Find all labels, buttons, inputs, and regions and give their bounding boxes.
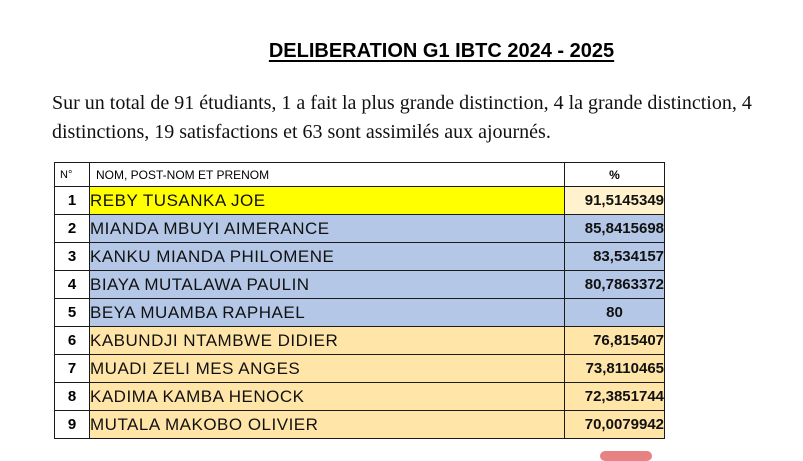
row-number: 8 bbox=[54, 382, 90, 411]
student-percentage: 91,5145349 bbox=[564, 186, 665, 215]
table-row: 9 MUTALA MAKOBO OLIVIER 70,0079942 bbox=[54, 410, 665, 439]
student-name: KADIMA KAMBA HENOCK bbox=[89, 382, 565, 411]
student-percentage: 80 bbox=[564, 298, 665, 327]
student-name: KANKU MIANDA PHILOMENE bbox=[89, 242, 565, 271]
row-number: 6 bbox=[54, 326, 90, 355]
document-title-text: DELIBERATION G1 IBTC 2024 - 2025 bbox=[268, 40, 615, 62]
document-title: DELIBERATION G1 IBTC 2024 - 2025 bbox=[0, 40, 803, 63]
student-name: BIAYA MUTALAWA PAULIN bbox=[89, 270, 565, 299]
student-percentage: 80,7863372 bbox=[564, 270, 665, 299]
table-header-row: N° NOM, POST-NOM ET PRENOM % bbox=[54, 162, 665, 187]
student-percentage: 73,8110465 bbox=[564, 354, 665, 383]
table-row: 3 KANKU MIANDA PHILOMENE 83,534157 bbox=[54, 242, 665, 271]
table-row: 5 BEYA MUAMBA RAPHAEL 80 bbox=[54, 298, 665, 327]
table-row: 8 KADIMA KAMBA HENOCK 72,3851744 bbox=[54, 382, 665, 411]
table-row: 4 BIAYA MUTALAWA PAULIN 80,7863372 bbox=[54, 270, 665, 299]
row-number: 4 bbox=[54, 270, 90, 299]
table-row: 2 MIANDA MBUYI AIMERANCE 85,8415698 bbox=[54, 214, 665, 243]
student-percentage: 76,815407 bbox=[564, 326, 665, 355]
results-table: N° NOM, POST-NOM ET PRENOM % 1 REBY TUSAN… bbox=[54, 162, 665, 439]
table-row: 6 KABUNDJI NTAMBWE DIDIER 76,815407 bbox=[54, 326, 665, 355]
header-name: NOM, POST-NOM ET PRENOM bbox=[89, 162, 565, 187]
row-number: 2 bbox=[54, 214, 90, 243]
student-name: BEYA MUAMBA RAPHAEL bbox=[89, 298, 565, 327]
red-marker-scribble bbox=[600, 451, 652, 461]
row-number: 9 bbox=[54, 410, 90, 439]
student-percentage: 72,3851744 bbox=[564, 382, 665, 411]
student-name: MIANDA MBUYI AIMERANCE bbox=[89, 214, 565, 243]
header-percentage: % bbox=[564, 162, 665, 187]
summary-paragraph: Sur un total de 91 étudiants, 1 a fait l… bbox=[52, 92, 752, 143]
student-percentage: 83,534157 bbox=[564, 242, 665, 271]
row-number: 1 bbox=[54, 186, 90, 215]
table-row: 7 MUADI ZELI MES ANGES 73,8110465 bbox=[54, 354, 665, 383]
row-number: 5 bbox=[54, 298, 90, 327]
row-number: 7 bbox=[54, 354, 90, 383]
table-row: 1 REBY TUSANKA JOE 91,5145349 bbox=[54, 186, 665, 215]
results-table-body: 1 REBY TUSANKA JOE 91,5145349 2 MIANDA MBUYI… bbox=[54, 186, 665, 439]
row-number: 3 bbox=[54, 242, 90, 271]
header-number: N° bbox=[54, 162, 90, 187]
student-name: MUTALA MAKOBO OLIVIER bbox=[89, 410, 565, 439]
student-name: REBY TUSANKA JOE bbox=[89, 186, 565, 215]
student-percentage: 85,8415698 bbox=[564, 214, 665, 243]
student-name: MUADI ZELI MES ANGES bbox=[89, 354, 565, 383]
student-name: KABUNDJI NTAMBWE DIDIER bbox=[89, 326, 565, 355]
student-percentage: 70,0079942 bbox=[564, 410, 665, 439]
